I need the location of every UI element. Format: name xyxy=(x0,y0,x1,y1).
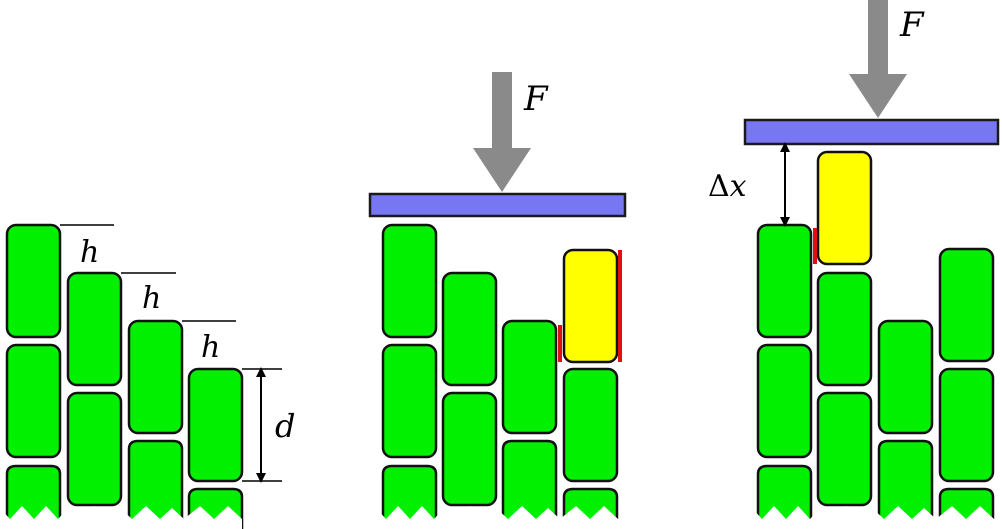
cell xyxy=(441,391,498,507)
force-label: F xyxy=(523,79,549,119)
column-4 xyxy=(187,367,244,529)
column-3 xyxy=(127,319,184,529)
cell-bottom xyxy=(501,439,558,529)
cell-bottom xyxy=(127,439,184,529)
compression-plate xyxy=(368,192,627,218)
column-2 xyxy=(441,271,498,507)
cell xyxy=(127,319,184,435)
cell xyxy=(756,343,813,459)
cell xyxy=(5,343,62,459)
cell xyxy=(187,367,244,483)
selected-cell xyxy=(816,150,873,266)
column-2 xyxy=(66,271,123,507)
selected-cell xyxy=(562,248,619,364)
column-1 xyxy=(5,223,62,529)
cell xyxy=(381,223,438,339)
step-height-label: h xyxy=(201,330,220,365)
cell xyxy=(877,319,934,435)
cell xyxy=(501,319,558,435)
cell xyxy=(66,391,123,507)
column-2 xyxy=(816,150,873,507)
panel-displacement: F Δx xyxy=(708,0,1002,529)
column-1 xyxy=(756,223,813,529)
cut-edge xyxy=(376,506,624,529)
cell xyxy=(441,271,498,387)
column-4 xyxy=(562,248,619,529)
step-height-label: h xyxy=(80,235,99,270)
x-symbol: x xyxy=(730,169,747,204)
force-arrow xyxy=(849,0,907,118)
panel-plate-contact: F xyxy=(368,72,627,529)
panel-initial-configuration: h h h d xyxy=(0,223,295,529)
column-1 xyxy=(381,223,438,529)
cell xyxy=(938,247,995,363)
cell xyxy=(756,223,813,339)
cut-edge xyxy=(752,506,1002,529)
cut-edge xyxy=(0,506,242,529)
force-label: F xyxy=(899,5,925,45)
cell xyxy=(562,367,619,483)
delta-symbol: Δ xyxy=(708,169,730,204)
cell xyxy=(381,343,438,459)
displacement-label: Δx xyxy=(708,169,747,204)
column-4 xyxy=(938,247,995,529)
column-3 xyxy=(501,319,558,529)
column-3 xyxy=(877,319,934,529)
step-height-label: h xyxy=(142,281,161,316)
cell xyxy=(938,367,995,483)
cell xyxy=(816,271,873,387)
cell-bottom xyxy=(877,439,934,529)
cell xyxy=(816,391,873,507)
compression-plate xyxy=(743,118,1000,146)
force-arrow xyxy=(473,72,531,192)
cell xyxy=(5,223,62,339)
cell-length-label: d xyxy=(275,407,295,445)
cell xyxy=(66,271,123,387)
